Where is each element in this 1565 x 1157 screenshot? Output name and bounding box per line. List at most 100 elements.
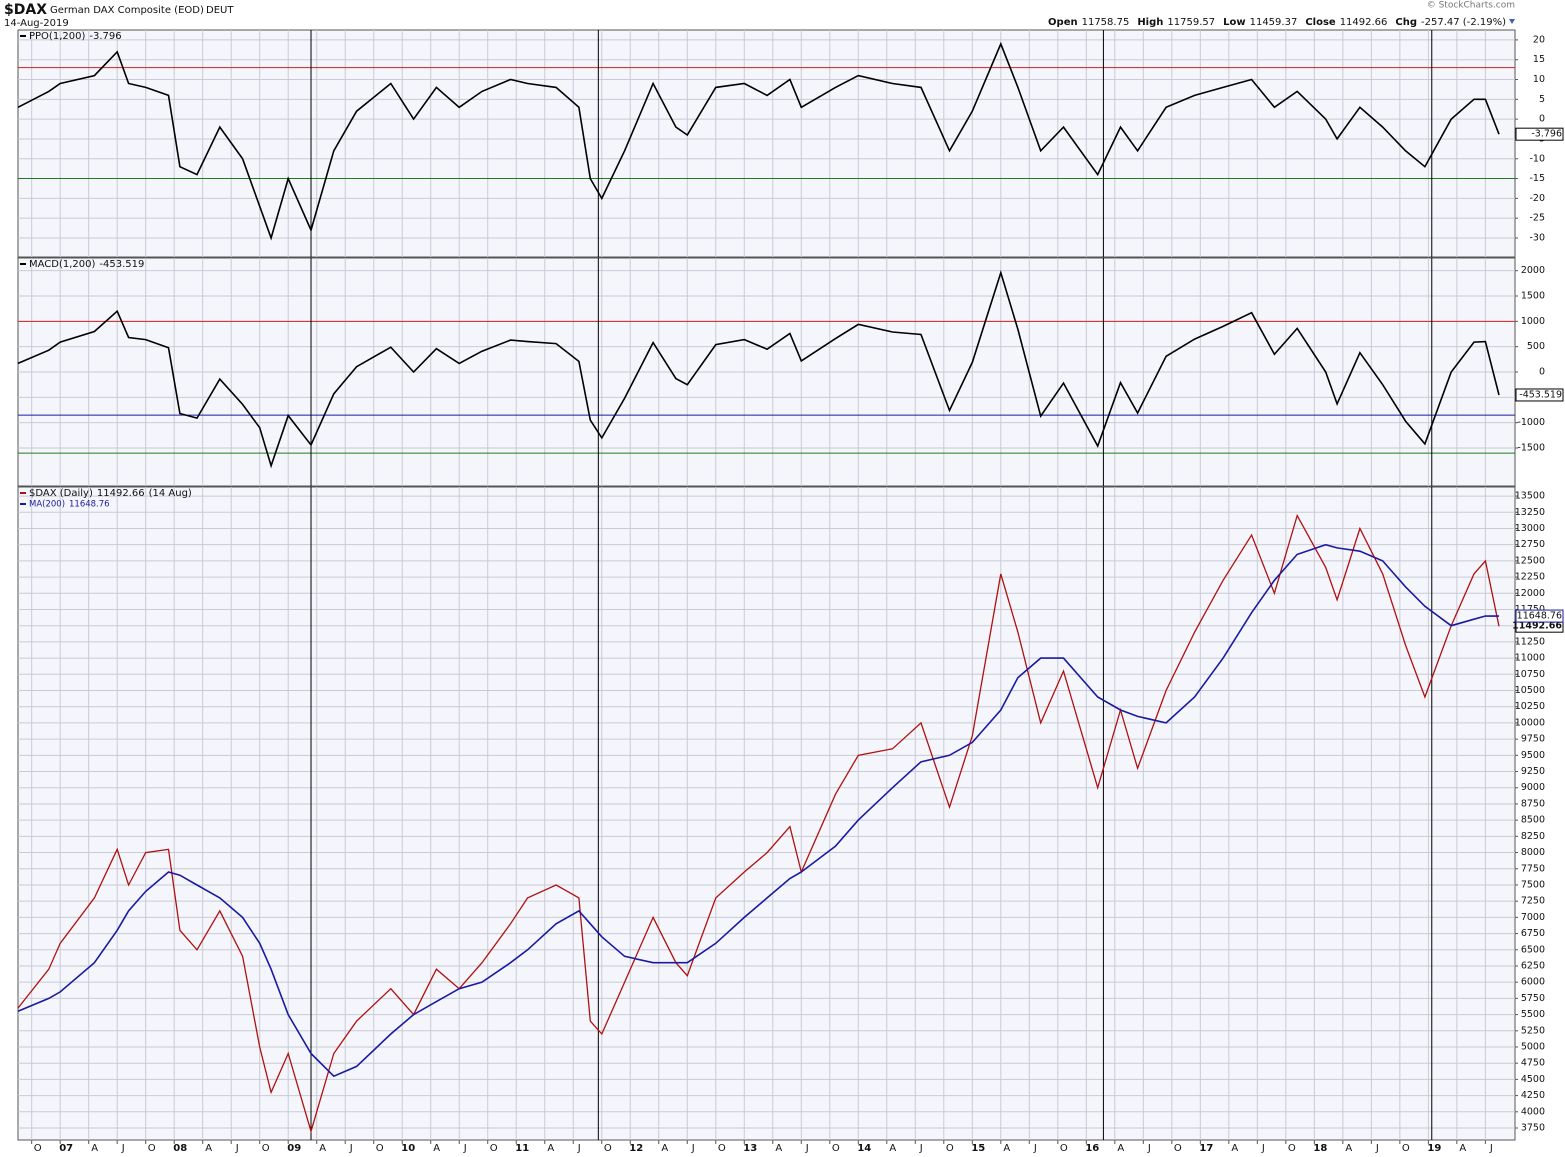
y-tick-label: 12750 — [1515, 539, 1545, 550]
legend-label: MACD(1,200) — [29, 259, 96, 270]
copyright: © StockCharts.com — [1427, 1, 1515, 11]
y-tick-label: 6750 — [1521, 928, 1545, 939]
y-tick-label: 11750 — [1515, 604, 1545, 615]
x-tick-label: A — [205, 1143, 212, 1154]
x-tick-label: 16 — [1085, 1143, 1099, 1154]
y-tick-label: 6000 — [1521, 977, 1545, 988]
y-tick-label: 500 — [1527, 341, 1545, 352]
x-tick-label: O — [262, 1143, 270, 1154]
quote-value: 11758.75 — [1082, 17, 1130, 28]
x-tick-label: A — [1117, 1143, 1124, 1154]
x-tick-label: A — [889, 1143, 896, 1154]
series-line — [17, 269, 1500, 469]
legend-value: 11492.66 — [97, 488, 145, 499]
x-tick-label: 09 — [287, 1143, 301, 1154]
legend-date: (14 Aug) — [149, 488, 192, 499]
y-tick-label: 8750 — [1521, 798, 1545, 809]
x-tick-label: A — [775, 1143, 782, 1154]
y-tick-label: -15 — [1529, 173, 1545, 184]
value-tag-label: -453.519 — [1519, 389, 1562, 400]
legend-label: MA(200) — [29, 500, 65, 510]
quote-value: 11492.66 — [1340, 17, 1388, 28]
y-tick-label: 9500 — [1521, 750, 1545, 761]
quote-label: Low — [1223, 17, 1245, 28]
x-tick-label: 07 — [59, 1143, 73, 1154]
y-tick-label: 7000 — [1521, 912, 1545, 923]
y-tick-label: 12000 — [1515, 588, 1545, 599]
y-tick-label: 5 — [1539, 94, 1545, 105]
x-tick-label: J — [235, 1143, 239, 1154]
y-tick-label: 5250 — [1521, 1025, 1545, 1036]
value-tag — [1515, 127, 1564, 141]
y-tick-label: 4250 — [1521, 1090, 1545, 1101]
y-tick-label: -1500 — [1517, 443, 1545, 454]
y-tick-label: -10 — [1529, 153, 1545, 164]
y-tick-label: 0 — [1539, 114, 1545, 125]
x-tick-label: O — [376, 1143, 384, 1154]
y-tick-label: 4500 — [1521, 1074, 1545, 1085]
date: 14-Aug-2019 — [4, 18, 69, 29]
x-tick-label: J — [805, 1143, 809, 1154]
quote-label: High — [1137, 17, 1163, 28]
value-tag — [1515, 388, 1564, 402]
x-tick-label: 10 — [401, 1143, 415, 1154]
x-tick-label: J — [349, 1143, 353, 1154]
value-tag-label: 11648.76 — [1517, 611, 1562, 622]
y-tick-label: 12500 — [1515, 555, 1545, 566]
x-tick-label: J — [1261, 1143, 1265, 1154]
x-tick-label: O — [34, 1143, 42, 1154]
y-tick-label: 8000 — [1521, 847, 1545, 858]
y-tick-label: 13000 — [1515, 523, 1545, 534]
series-line — [17, 543, 1500, 1078]
y-tick-label: 7250 — [1521, 896, 1545, 907]
x-tick-label: A — [661, 1143, 668, 1154]
exchange: DEUT — [206, 5, 234, 16]
legend-value: 11648.76 — [69, 500, 110, 510]
x-tick-label: A — [319, 1143, 326, 1154]
y-tick-label: 10250 — [1515, 701, 1545, 712]
y-tick-label: 8250 — [1521, 831, 1545, 842]
y-tick-label: 10 — [1533, 74, 1545, 85]
y-tick-label: 3750 — [1521, 1123, 1545, 1134]
y-tick-label: 15 — [1533, 54, 1545, 65]
x-tick-label: A — [1459, 1143, 1466, 1154]
y-tick-label: 4000 — [1521, 1106, 1545, 1117]
x-tick-label: J — [691, 1143, 695, 1154]
x-tick-label: J — [919, 1143, 923, 1154]
x-tick-label: 19 — [1427, 1143, 1441, 1154]
y-tick-label: -25 — [1529, 213, 1545, 224]
y-tick-label: 11250 — [1515, 636, 1545, 647]
x-tick-label: 08 — [173, 1143, 187, 1154]
x-tick-label: O — [490, 1143, 498, 1154]
panel-background — [17, 29, 1516, 258]
panel-background — [17, 486, 1516, 1141]
y-tick-label: 9000 — [1521, 782, 1545, 793]
dropdown-arrow — [1509, 19, 1515, 24]
x-tick-label: O — [604, 1143, 612, 1154]
x-tick-label: J — [121, 1143, 125, 1154]
value-tag-label: 11492.66 — [1512, 621, 1562, 632]
y-tick-label: 2000 — [1521, 265, 1545, 276]
y-tick-label: 8500 — [1521, 815, 1545, 826]
y-tick-label: 7500 — [1521, 879, 1545, 890]
legend-label: $DAX (Daily) — [29, 488, 93, 499]
y-tick-label: 9750 — [1521, 734, 1545, 745]
x-tick-label: J — [1375, 1143, 1379, 1154]
x-tick-label: A — [1003, 1143, 1010, 1154]
x-tick-label: J — [1147, 1143, 1151, 1154]
x-tick-label: A — [1345, 1143, 1352, 1154]
y-tick-label: 13500 — [1515, 491, 1545, 502]
y-tick-label: 5750 — [1521, 993, 1545, 1004]
y-tick-label: 1000 — [1521, 316, 1545, 327]
x-tick-label: J — [463, 1143, 467, 1154]
legend-label: PPO(1,200) — [29, 31, 85, 42]
quote-value: 11759.57 — [1167, 17, 1215, 28]
quote-value: 11459.37 — [1250, 17, 1298, 28]
y-tick-label: 4750 — [1521, 1058, 1545, 1069]
x-tick-label: O — [1060, 1143, 1068, 1154]
x-tick-label: O — [946, 1143, 954, 1154]
symbol: $DAX — [4, 2, 47, 18]
legend-value: -453.519 — [99, 259, 144, 270]
x-tick-label: A — [547, 1143, 554, 1154]
